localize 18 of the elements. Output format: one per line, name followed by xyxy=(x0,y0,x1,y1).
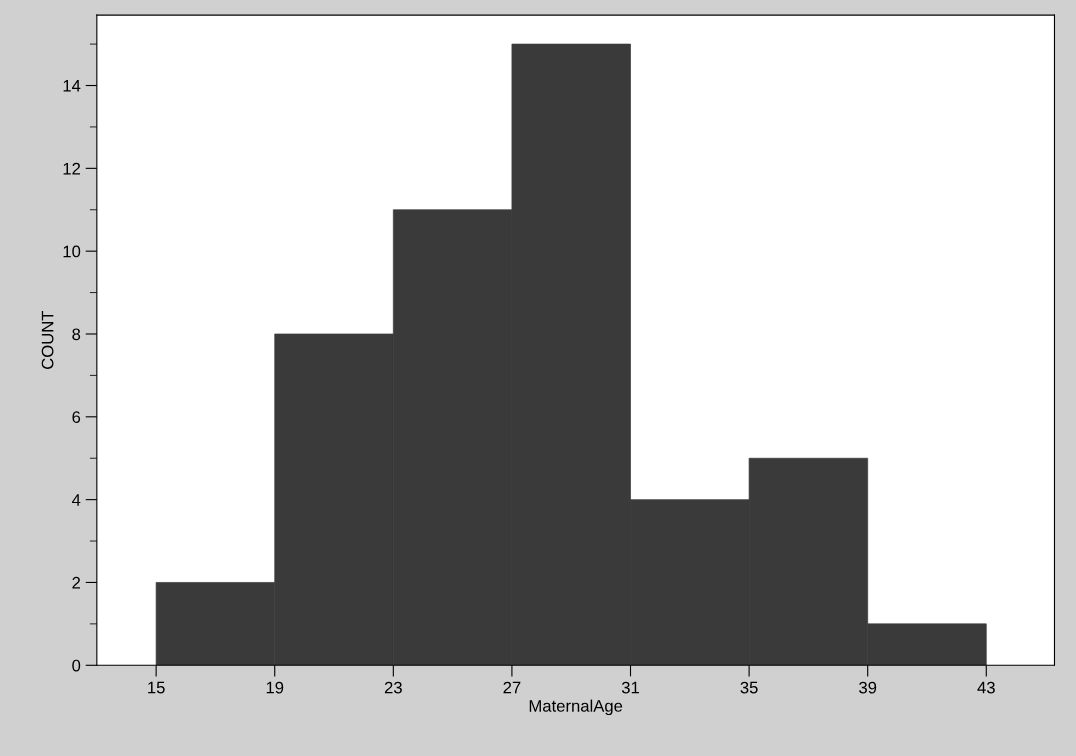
y-tick-label: 6 xyxy=(72,411,81,424)
x-tick-label: 43 xyxy=(977,681,995,694)
y-axis-title: COUNT xyxy=(41,310,54,369)
x-tick-label: 19 xyxy=(266,681,284,694)
x-tick-label: 23 xyxy=(384,681,402,694)
y-tick-label: 10 xyxy=(63,245,81,258)
x-tick-label: 15 xyxy=(148,681,165,694)
y-tick-label: 14 xyxy=(63,80,81,92)
y-tick-label: 0 xyxy=(72,659,81,672)
x-tick-label: 39 xyxy=(859,681,877,694)
y-tick-label: 12 xyxy=(63,162,81,175)
x-axis-title: MaternalAge xyxy=(529,699,623,716)
y-tick-label: 4 xyxy=(71,494,81,506)
x-tick-label: 35 xyxy=(740,681,758,694)
x-tick-label: 27 xyxy=(503,681,521,694)
y-tick-label: 8 xyxy=(72,328,81,341)
y-tick-label: 2 xyxy=(72,576,81,589)
x-tick-label: 31 xyxy=(621,681,639,694)
